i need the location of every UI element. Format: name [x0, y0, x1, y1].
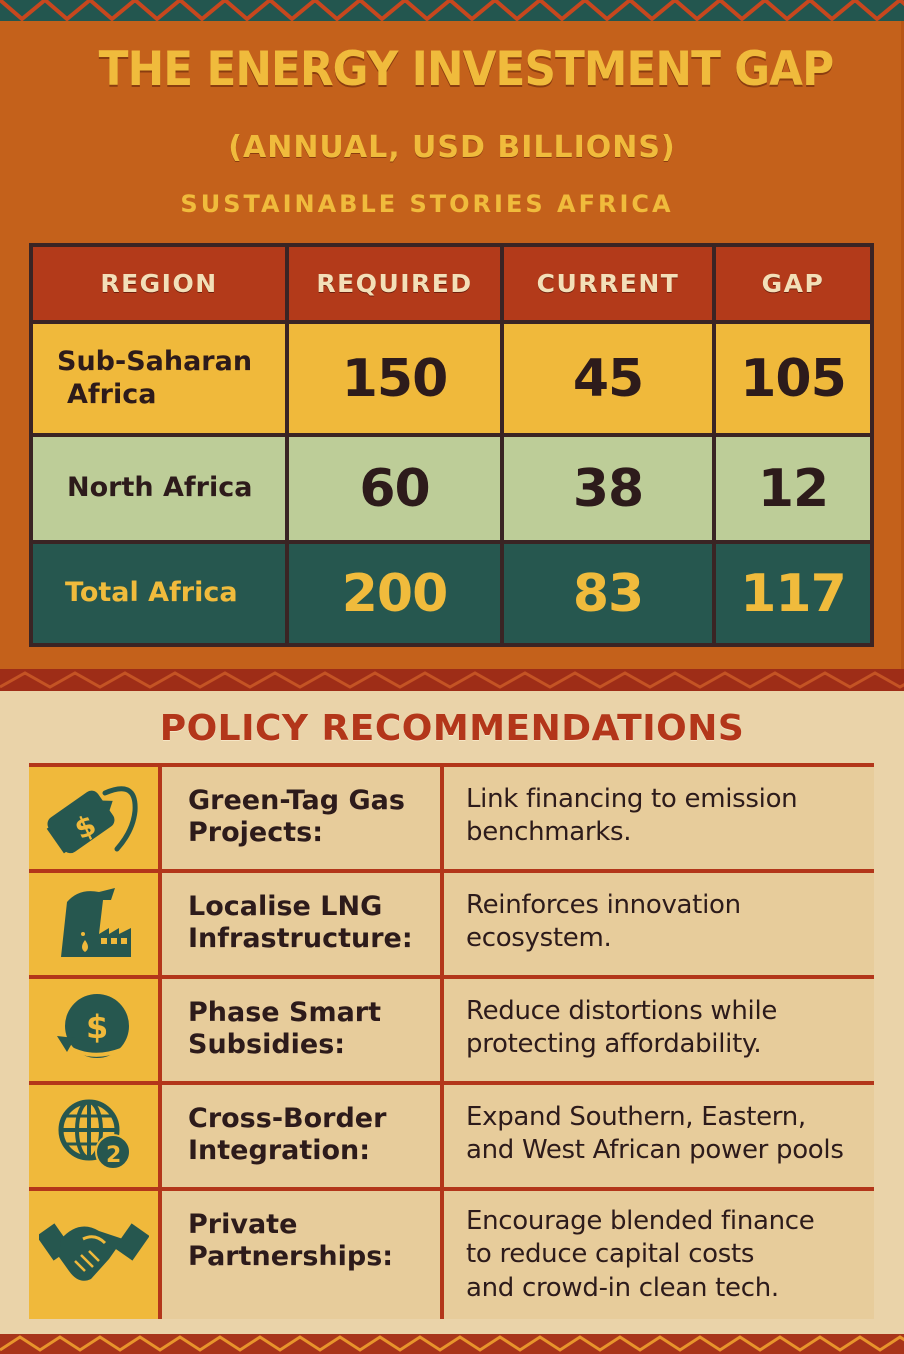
column-header-gap: GAP	[712, 243, 874, 324]
policy-row: Private Partnerships: Encourage blended …	[29, 1187, 874, 1319]
icon-cell	[29, 869, 162, 979]
policy-name-line: Projects:	[188, 817, 323, 849]
page-subtitle: (ANNUAL, USD BILLIONS)	[228, 130, 676, 165]
investment-gap-table: REGION REQUIRED CURRENT GAP Sub-Saharan …	[29, 243, 874, 647]
policy-name-line: Localise LNG	[188, 891, 383, 922]
middle-zigzag-border	[0, 669, 904, 691]
policy-desc-line: Encourage blended finance	[466, 1206, 815, 1236]
brand-name: SUSTAINABLE STORIES AFRICA	[180, 190, 674, 218]
policy-desc-line: benchmarks.	[466, 817, 632, 848]
table-row-total: Total Africa 200 83 117	[29, 540, 874, 647]
icon-cell: $	[29, 763, 162, 873]
policy-name-line: Green-Tag Gas	[188, 785, 405, 816]
policy-name-line: Infrastructure:	[188, 923, 413, 955]
column-header-current: CURRENT	[500, 243, 716, 324]
svg-text:2: 2	[106, 1143, 121, 1168]
policy-name: Phase Smart Subsidies:	[158, 975, 444, 1085]
icon-cell: $	[29, 975, 162, 1085]
policy-description: Encourage blended finance to reduce capi…	[440, 1187, 874, 1319]
column-header-required: REQUIRED	[285, 243, 504, 324]
icon-cell	[29, 1187, 162, 1319]
policy-name: Green-Tag Gas Projects:	[158, 763, 444, 873]
policy-name: Cross-Border Integration:	[158, 1081, 444, 1191]
gap-value: 105	[712, 320, 874, 437]
policy-desc-line: ecosystem.	[466, 923, 612, 954]
required-value: 60	[285, 433, 504, 544]
policy-row: 2 Cross-Border Integration: Expand South…	[29, 1081, 874, 1191]
table-row: North Africa 60 38 12	[29, 433, 874, 544]
gap-value: 12	[712, 433, 874, 544]
dollar-coin-arrow-icon: $	[49, 994, 139, 1072]
policy-description: Link financing to emission benchmarks.	[440, 763, 874, 873]
policy-description: Reinforces innovation ecosystem.	[440, 869, 874, 979]
globe-coin-icon: 2	[49, 1099, 139, 1178]
gap-value: 117	[712, 540, 874, 647]
current-value: 45	[500, 320, 716, 437]
policy-description: Expand Southern, Eastern, and West Afric…	[440, 1081, 874, 1191]
region-cell: Total Africa	[29, 540, 289, 647]
policy-name: Localise LNG Infrastructure:	[158, 869, 444, 979]
policy-row: Localise LNG Infrastructure: Reinforces …	[29, 869, 874, 979]
page-title: THE ENERGY INVESTMENT GAP	[98, 42, 834, 97]
region-label: Africa	[67, 378, 157, 410]
policy-desc-line: Reinforces innovation	[466, 890, 741, 920]
policy-section-title: POLICY RECOMMENDATIONS	[159, 708, 745, 749]
zigzag-pattern-icon	[0, 0, 904, 21]
policy-desc-line: protecting affordability.	[466, 1029, 762, 1060]
region-cell: Sub-Saharan Africa	[29, 320, 289, 437]
policy-name-line: Subsidies:	[188, 1029, 346, 1061]
zigzag-pattern-icon	[0, 1335, 904, 1352]
policy-name-line: Phase Smart	[188, 997, 382, 1028]
table-header-row: REGION REQUIRED CURRENT GAP	[29, 243, 874, 324]
policy-table: $ Green-Tag Gas Projects: Link financing…	[29, 763, 874, 1319]
factory-icon	[49, 888, 139, 966]
column-header-region: REGION	[29, 243, 289, 324]
region-cell: North Africa	[29, 433, 289, 544]
policy-desc-line: and crowd-in clean tech.	[466, 1272, 779, 1303]
policy-name-line: Cross-Border	[188, 1103, 387, 1134]
region-label: Sub-Saharan	[57, 346, 253, 378]
bottom-zigzag-border	[0, 1334, 904, 1354]
zigzag-pattern-icon	[0, 671, 904, 689]
table-row: Sub-Saharan Africa 150 45 105	[29, 320, 874, 437]
policy-desc-line: Link financing to emission	[466, 784, 798, 814]
svg-text:$: $	[86, 1008, 108, 1046]
policy-row: $ Green-Tag Gas Projects: Link financing…	[29, 763, 874, 873]
policy-description: Reduce distortions while protecting affo…	[440, 975, 874, 1085]
handshake-icon	[38, 1223, 149, 1293]
policy-row: $ Phase Smart Subsidies: Reduce distorti…	[29, 975, 874, 1085]
policy-name-line: Private	[188, 1209, 298, 1240]
current-value: 83	[500, 540, 716, 647]
policy-desc-line: and West African power pools	[466, 1135, 844, 1166]
current-value: 38	[500, 433, 716, 544]
required-value: 200	[285, 540, 504, 647]
price-tag-dollar-icon: $	[39, 786, 149, 865]
required-value: 150	[285, 320, 504, 437]
policy-name: Private Partnerships:	[158, 1187, 444, 1319]
top-zigzag-border	[0, 0, 904, 21]
policy-desc-line: to reduce capital costs	[466, 1239, 755, 1270]
policy-desc-line: Reduce distortions while	[466, 996, 778, 1026]
icon-cell: 2	[29, 1081, 162, 1191]
policy-desc-line: Expand Southern, Eastern,	[466, 1102, 806, 1132]
policy-name-line: Integration:	[188, 1135, 371, 1167]
policy-name-line: Partnerships:	[188, 1241, 394, 1273]
